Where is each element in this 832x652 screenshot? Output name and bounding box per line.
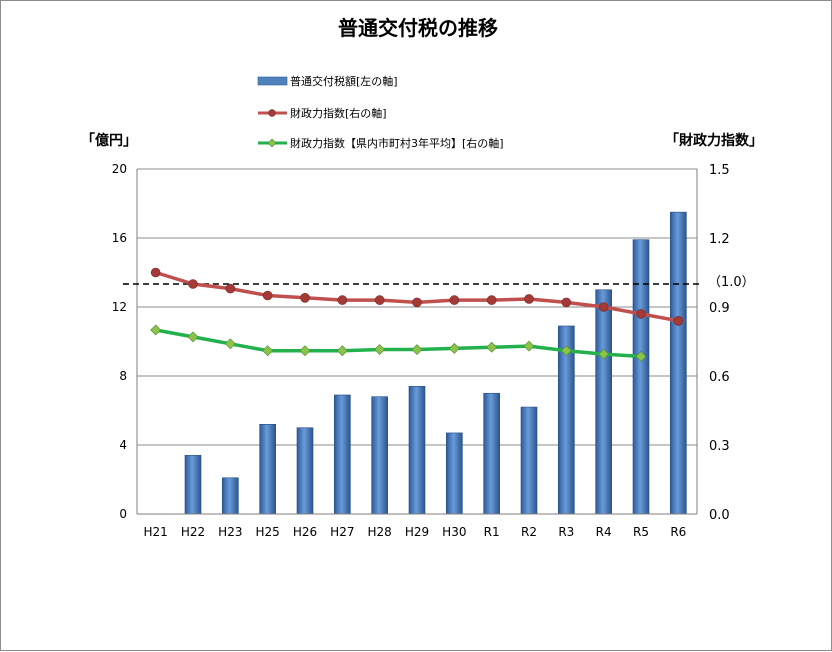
point-green [560, 345, 572, 357]
y-right-tick-label: 1.5 [709, 163, 730, 178]
point-red [262, 290, 273, 301]
legend-label-bar: 普通交付税額[左の軸] [290, 74, 398, 88]
x-tick-label: H26 [293, 525, 317, 539]
point-green [299, 345, 311, 357]
y-right-tick-label: 1.2 [709, 232, 730, 247]
point-red [486, 295, 497, 305]
point-red [598, 302, 609, 312]
x-tick-label: R2 [521, 525, 537, 539]
x-tick-label: R6 [670, 525, 686, 539]
y-left-tick-label: 12 [112, 300, 127, 314]
line-series-green [155, 328, 642, 359]
y-left-tick-label: 16 [112, 231, 127, 245]
point-red [188, 279, 198, 289]
bar [222, 477, 239, 515]
point-red [150, 267, 161, 278]
point-green [336, 345, 348, 357]
y-left-tick-label: 20 [112, 162, 127, 176]
line-series [150, 267, 684, 362]
point-green [486, 341, 498, 353]
y-right-tick-label: 0.9 [709, 301, 730, 316]
legend-label-green: 財政力指数【県内市町村3年平均】[右の軸] [290, 136, 504, 150]
bar [184, 455, 202, 515]
x-tick-label: H23 [218, 525, 242, 539]
x-tick-label: H22 [181, 525, 205, 539]
bar [334, 394, 351, 515]
reference-label: （1.0） [708, 275, 755, 290]
point-red [561, 297, 572, 308]
legend-marker-green [267, 138, 277, 148]
point-green [448, 342, 460, 354]
x-tick-label: R1 [484, 525, 500, 539]
point-red [449, 295, 460, 305]
left-axis-unit: 「億円」 [81, 132, 137, 149]
bar [483, 392, 500, 515]
point-green [635, 351, 647, 362]
bar [632, 239, 650, 515]
y-left-tick-label: 0 [119, 507, 127, 521]
point-red [524, 294, 534, 304]
bar [259, 423, 276, 515]
point-red [412, 297, 422, 308]
legend-swatch-bar [257, 76, 288, 86]
bar [371, 396, 388, 515]
point-green [262, 345, 274, 357]
bar [595, 289, 612, 515]
point-red [673, 315, 684, 326]
x-tick-label: H30 [442, 525, 466, 539]
x-tick-label: H21 [144, 525, 168, 539]
point-red [337, 295, 348, 305]
point-red [374, 295, 385, 305]
point-red [636, 309, 646, 319]
y-right-tick-label: 0.3 [709, 439, 730, 454]
point-green [411, 344, 423, 355]
x-tick-label: H29 [405, 525, 429, 539]
point-green [224, 338, 236, 350]
x-tick-label: R4 [596, 525, 612, 539]
bar [408, 386, 426, 515]
y-right-tick-label: 0.0 [709, 508, 730, 523]
x-tick-label: R5 [633, 525, 649, 539]
point-red [225, 283, 236, 294]
y-left-tick-label: 4 [119, 438, 127, 452]
point-green [374, 344, 386, 355]
point-green [150, 324, 162, 336]
x-tick-label: H28 [368, 525, 392, 539]
legend-marker-red [268, 109, 276, 117]
y-right-tick-label: 0.6 [709, 370, 730, 385]
legend: 普通交付税額[左の軸] 財政力指数[右の軸] 財政力指数【県内市町村3年平均】[… [257, 74, 504, 150]
point-green [598, 348, 610, 360]
point-green [523, 340, 535, 352]
tick-labels: 0 4 8 12 16 20 0.0 0.3 0.6 0.9 1.2 1.5 H21 H22 H23 H25 H… [112, 162, 730, 539]
bar [446, 432, 463, 515]
axes [136, 169, 698, 515]
chart-title: 普通交付税の推移 [338, 16, 498, 40]
bar-series [184, 211, 687, 515]
legend-label-red: 財政力指数[右の軸] [290, 106, 387, 120]
bar [296, 427, 314, 515]
right-axis-unit: 「財政力指数」 [665, 132, 763, 149]
point-red [300, 292, 310, 303]
y-left-tick-label: 8 [119, 369, 127, 383]
x-tick-label: R3 [558, 525, 574, 539]
x-tick-label: H27 [330, 525, 354, 539]
x-tick-label: H25 [256, 525, 280, 539]
bar [520, 406, 538, 515]
bar [670, 211, 687, 515]
point-green [187, 331, 199, 343]
